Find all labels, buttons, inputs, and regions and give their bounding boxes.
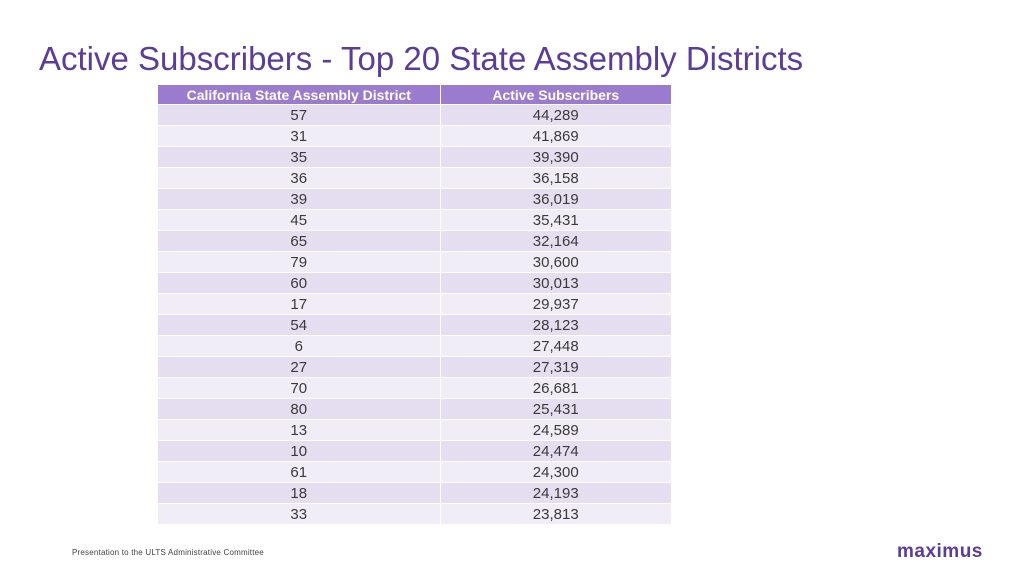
district-cell: 65: [158, 230, 441, 252]
district-cell: 79: [158, 251, 441, 273]
table-row: 61 24,300: [158, 461, 671, 483]
maximus-logo: maximus: [897, 541, 983, 562]
table-row: 6 27,448: [158, 335, 671, 357]
subscribers-cell: 24,589: [440, 419, 671, 441]
district-cell: 33: [158, 503, 441, 524]
subscribers-cell: 36,158: [440, 167, 671, 189]
table-row: 36 36,158: [158, 167, 671, 189]
subscribers-cell: 29,937: [440, 293, 671, 315]
district-cell: 18: [158, 482, 441, 504]
table-row: 18 24,193: [158, 482, 671, 504]
table-row: 80 25,431: [158, 398, 671, 420]
table-row: 70 26,681: [158, 377, 671, 399]
subscribers-cell: 30,600: [440, 251, 671, 273]
district-cell: 10: [158, 440, 441, 462]
table-row: 17 29,937: [158, 293, 671, 315]
subscribers-cell: 44,289: [440, 104, 671, 126]
district-cell: 39: [158, 188, 441, 210]
subscribers-cell: 30,013: [440, 272, 671, 294]
subscribers-cell: 35,431: [440, 209, 671, 231]
table-row: 33 23,813: [158, 503, 671, 524]
slide-title: Active Subscribers - Top 20 State Assemb…: [39, 40, 804, 77]
subscribers-cell: 27,319: [440, 356, 671, 378]
table-row: 10 24,474: [158, 440, 671, 462]
district-cell: 61: [158, 461, 441, 483]
subscribers-cell: 27,448: [440, 335, 671, 357]
table-row: 65 32,164: [158, 230, 671, 252]
subscribers-cell: 28,123: [440, 314, 671, 336]
table-body: 57 44,289 31 41,869 35 39,390 36 36,158 39 36,019…: [158, 104, 671, 524]
column-header-subscribers: Active Subscribers: [440, 85, 671, 105]
district-cell: 80: [158, 398, 441, 420]
table-row: 57 44,289: [158, 104, 671, 126]
table-header-row: California State Assembly District Activ…: [158, 85, 671, 105]
subscribers-cell: 23,813: [440, 503, 671, 524]
subscribers-cell: 36,019: [440, 188, 671, 210]
table-row: 60 30,013: [158, 272, 671, 294]
column-header-district: California State Assembly District: [158, 85, 441, 105]
district-cell: 6: [158, 335, 441, 357]
district-cell: 57: [158, 104, 441, 126]
subscribers-cell: 24,474: [440, 440, 671, 462]
district-cell: 35: [158, 146, 441, 168]
district-cell: 60: [158, 272, 441, 294]
subscribers-table: California State Assembly District Activ…: [158, 85, 671, 524]
subscribers-cell: 39,390: [440, 146, 671, 168]
table-row: 13 24,589: [158, 419, 671, 441]
table-row: 35 39,390: [158, 146, 671, 168]
district-cell: 70: [158, 377, 441, 399]
district-cell: 45: [158, 209, 441, 231]
table-row: 31 41,869: [158, 125, 671, 147]
table-row: 79 30,600: [158, 251, 671, 273]
table-row: 54 28,123: [158, 314, 671, 336]
district-cell: 17: [158, 293, 441, 315]
subscribers-cell: 24,300: [440, 461, 671, 483]
district-cell: 54: [158, 314, 441, 336]
table-row: 45 35,431: [158, 209, 671, 231]
district-cell: 27: [158, 356, 441, 378]
subscribers-cell: 26,681: [440, 377, 671, 399]
district-cell: 13: [158, 419, 441, 441]
subscribers-cell: 41,869: [440, 125, 671, 147]
subscribers-cell: 24,193: [440, 482, 671, 504]
footer-text: Presentation to the ULTS Administrative …: [72, 548, 264, 557]
district-cell: 36: [158, 167, 441, 189]
table-row: 39 36,019: [158, 188, 671, 210]
district-cell: 31: [158, 125, 441, 147]
subscribers-cell: 32,164: [440, 230, 671, 252]
subscribers-cell: 25,431: [440, 398, 671, 420]
table-row: 27 27,319: [158, 356, 671, 378]
